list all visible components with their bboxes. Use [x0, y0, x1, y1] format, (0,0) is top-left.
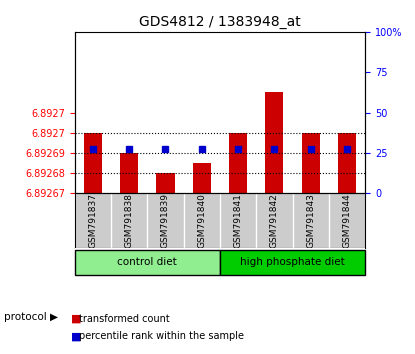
Text: ■: ■	[71, 331, 81, 341]
FancyBboxPatch shape	[220, 250, 365, 275]
Bar	[338, 133, 356, 193]
Text: GSM791840: GSM791840	[197, 193, 206, 248]
Text: protocol ▶: protocol ▶	[4, 312, 58, 322]
Bar	[265, 92, 283, 193]
Bar	[120, 153, 138, 193]
Text: high phosphate diet: high phosphate diet	[240, 257, 345, 267]
Bar	[156, 173, 175, 193]
Text: percentile rank within the sample: percentile rank within the sample	[79, 331, 244, 341]
FancyBboxPatch shape	[75, 250, 220, 275]
Text: control diet: control diet	[117, 257, 177, 267]
Text: GSM791839: GSM791839	[161, 193, 170, 248]
Text: GSM791843: GSM791843	[306, 193, 315, 248]
Text: GSM791837: GSM791837	[88, 193, 98, 248]
Bar	[84, 133, 102, 193]
Title: GDS4812 / 1383948_at: GDS4812 / 1383948_at	[139, 16, 301, 29]
Text: GSM791842: GSM791842	[270, 193, 279, 248]
Text: transformed count: transformed count	[79, 314, 170, 324]
Bar	[302, 133, 320, 193]
Text: GSM791844: GSM791844	[342, 193, 352, 248]
Text: ■: ■	[71, 314, 81, 324]
Text: GSM791838: GSM791838	[124, 193, 134, 248]
Bar	[229, 133, 247, 193]
Text: GSM791841: GSM791841	[234, 193, 243, 248]
Bar	[193, 163, 211, 193]
